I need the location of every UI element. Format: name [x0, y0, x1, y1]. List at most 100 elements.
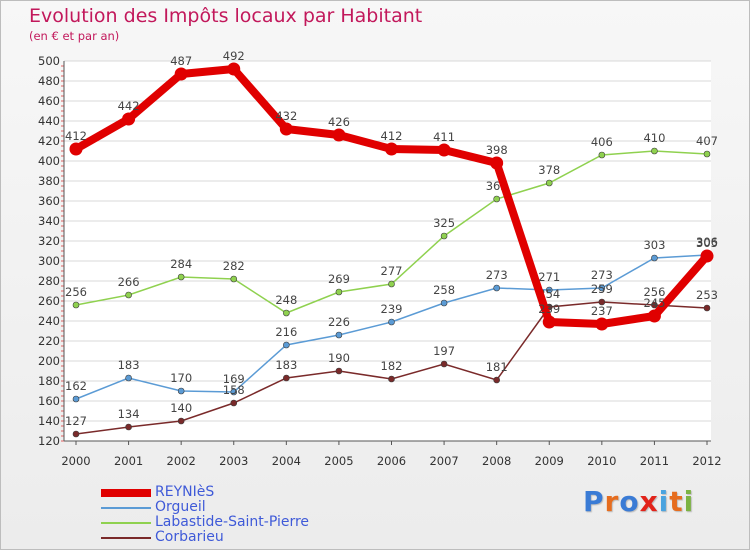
logo-letter: i: [683, 485, 695, 518]
legend-label: Corbarieu: [155, 529, 224, 545]
y-tick-label: 280: [38, 274, 60, 288]
data-label: 407: [696, 134, 718, 148]
data-point: [174, 67, 188, 81]
data-label: 273: [486, 268, 508, 282]
legend-item: Labastide-Saint-Pierre: [101, 514, 361, 530]
data-label: 158: [223, 383, 245, 397]
x-tick-label: 2007: [429, 454, 458, 468]
data-point: [598, 284, 606, 292]
data-point: [385, 142, 398, 156]
data-label: 410: [643, 131, 665, 145]
data-point: [388, 375, 395, 383]
data-point: [490, 156, 504, 170]
data-label: 378: [538, 163, 560, 177]
data-label: 248: [275, 293, 297, 307]
legend-item: Orgueil: [101, 499, 361, 515]
y-tick-label: 200: [38, 354, 60, 368]
data-label: 239: [381, 302, 403, 316]
y-tick-label: 240: [38, 314, 60, 328]
data-point: [72, 430, 80, 438]
data-label: 253: [696, 288, 718, 302]
data-point: [545, 286, 553, 294]
data-point: [437, 143, 451, 157]
y-tick-label: 380: [38, 174, 60, 188]
x-tick-label: 2003: [219, 454, 248, 468]
y-tick-label: 460: [38, 94, 60, 108]
data-label: 183: [275, 358, 297, 372]
y-tick-label: 160: [38, 394, 60, 408]
data-point: [542, 315, 556, 329]
data-label: 398: [486, 143, 508, 157]
data-point: [125, 291, 132, 299]
x-tick-label: 2012: [692, 454, 721, 468]
y-tick-label: 140: [38, 414, 60, 428]
data-label: 256: [65, 285, 87, 299]
data-label: 170: [170, 371, 192, 385]
data-point: [69, 142, 83, 156]
y-tick-label: 180: [38, 374, 60, 388]
y-tick-label: 320: [38, 234, 60, 248]
y-tick-label: 440: [38, 114, 60, 128]
data-label: 216: [275, 325, 297, 339]
y-tick-label: 120: [38, 434, 60, 448]
y-tick-label: 340: [38, 214, 60, 228]
data-label: 256: [643, 285, 665, 299]
legend-item: REYNIèS: [101, 484, 361, 500]
proxiti-logo: Proxiti: [583, 485, 694, 518]
data-point: [700, 249, 714, 263]
plot-area: [64, 61, 711, 441]
data-label: 284: [170, 257, 192, 271]
data-label: 226: [328, 315, 350, 329]
y-tick-label: 220: [38, 334, 60, 348]
data-label: 442: [118, 99, 140, 113]
legend-label: Labastide-Saint-Pierre: [155, 514, 310, 530]
x-tick-label: 2010: [587, 454, 616, 468]
x-tick-label: 2005: [324, 454, 353, 468]
data-label: 197: [433, 344, 455, 358]
y-tick-label: 500: [38, 54, 60, 68]
legend-swatch: [101, 537, 151, 539]
logo-letter: r: [604, 485, 620, 518]
data-label: 306: [696, 235, 718, 249]
data-point: [283, 309, 290, 317]
data-label: 269: [328, 272, 350, 286]
data-point: [125, 374, 132, 382]
x-tick-label: 2009: [535, 454, 564, 468]
y-tick-label: 260: [38, 294, 60, 308]
data-point: [440, 299, 448, 307]
data-label: 245: [643, 296, 665, 310]
data-label: 305: [696, 236, 718, 250]
data-point: [72, 301, 80, 309]
chart-title: Evolution des Impôts locaux par Habitant: [29, 5, 423, 27]
data-point: [651, 301, 658, 309]
data-label: 190: [328, 351, 350, 365]
data-point: [440, 232, 448, 240]
logo-letter: t: [669, 485, 684, 518]
data-point: [598, 151, 606, 159]
data-point: [545, 179, 553, 187]
legend-swatch: [101, 507, 151, 509]
data-point: [72, 395, 80, 403]
data-label: 487: [170, 54, 192, 68]
x-tick-label: 2000: [61, 454, 90, 468]
data-point: [125, 423, 132, 431]
line-chart: 120 140 160 180 200 220 240 260 280 300 320 340 360 3…: [38, 49, 722, 468]
data-label: 432: [275, 109, 297, 123]
chart-subtitle: (en € et par an): [29, 29, 120, 43]
data-label: 412: [65, 129, 87, 143]
data-point: [177, 387, 185, 395]
data-point: [177, 417, 185, 425]
legend: REYNIèS Orgueil Labastide-Saint-Pierre Corb…: [101, 484, 361, 545]
x-tick-label: 2001: [114, 454, 143, 468]
data-point: [230, 399, 238, 407]
data-point: [703, 304, 711, 312]
data-point: [335, 288, 343, 296]
logo-letter: i: [658, 485, 670, 518]
data-point: [493, 195, 500, 203]
data-point: [177, 273, 185, 281]
data-point: [279, 122, 293, 136]
data-label: 162: [65, 379, 87, 393]
data-label: 140: [170, 401, 192, 415]
data-label: 492: [223, 49, 245, 63]
data-point: [440, 360, 448, 368]
